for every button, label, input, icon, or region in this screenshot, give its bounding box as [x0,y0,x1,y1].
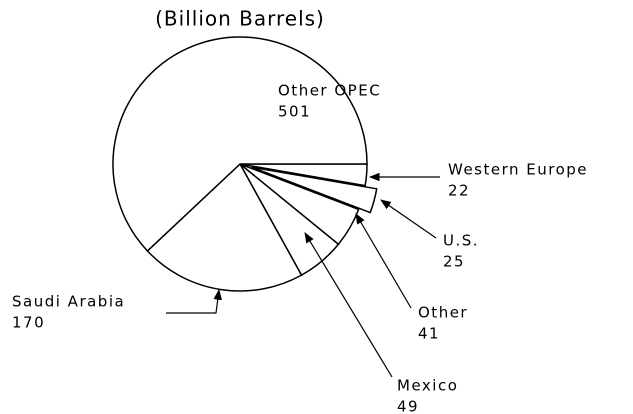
pie-slice [112,36,368,253]
slice-label: Mexico [397,377,458,395]
slice-label: Saudi Arabia [12,293,125,311]
leader-line [355,213,412,309]
leader-line [166,288,223,314]
pie-slice [251,166,378,214]
slice-label: U.S. [443,232,479,250]
slice-value: 49 [397,398,419,414]
slice-value: 501 [278,103,311,121]
slice-value: 170 [12,314,45,332]
slice-value: 41 [418,325,440,343]
slice-label: Other OPEC [278,82,381,100]
chart-title: (Billion Barrels) [155,7,325,31]
slice-label: Western Europe [448,161,588,179]
slice-label: Other [418,304,468,322]
slice-value: 22 [448,182,470,200]
leader-line [380,199,437,239]
leader-line [304,232,393,378]
slice-value: 25 [443,253,465,271]
